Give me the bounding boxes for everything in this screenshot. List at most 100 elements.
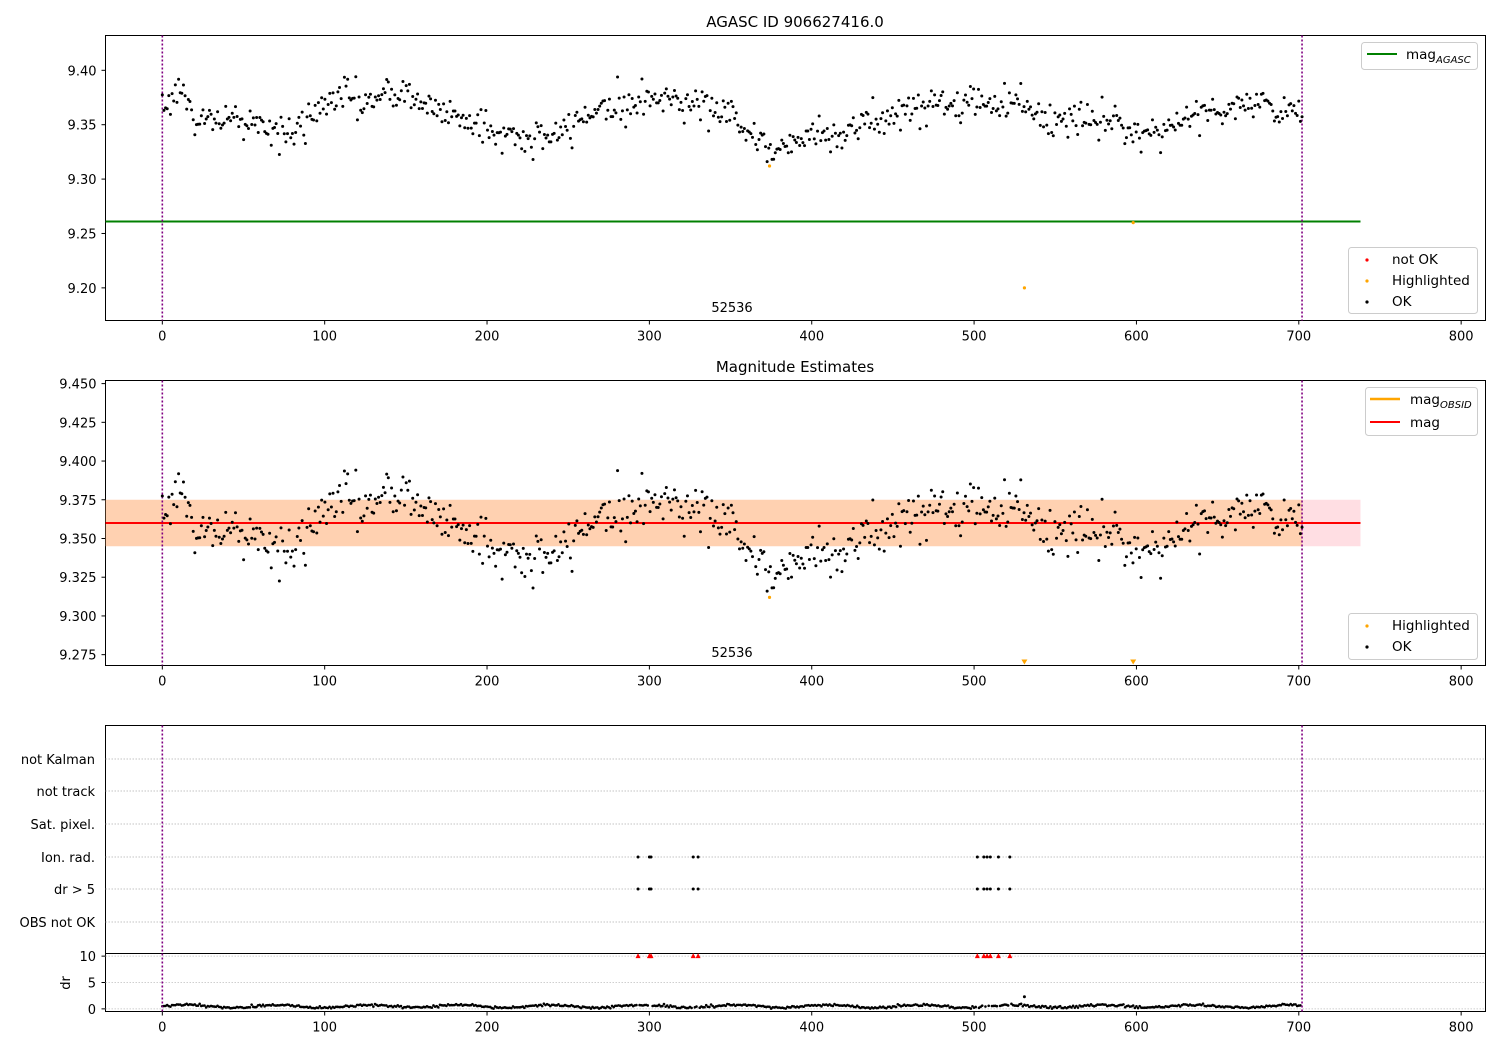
ok-point bbox=[1202, 509, 1206, 513]
ok-point bbox=[562, 530, 566, 534]
ok-point bbox=[326, 508, 330, 512]
ok-point bbox=[474, 534, 478, 538]
ok-point bbox=[1209, 108, 1213, 112]
ok-point bbox=[329, 505, 333, 509]
ok-point bbox=[407, 479, 411, 483]
ok-point bbox=[1240, 501, 1244, 505]
ok-point bbox=[240, 117, 244, 121]
ok-point bbox=[807, 137, 811, 141]
ok-point bbox=[853, 548, 857, 552]
ok-point bbox=[1185, 512, 1189, 516]
ok-point bbox=[663, 492, 667, 496]
ok-point bbox=[175, 100, 179, 104]
panel-1-x-ticks: 0 100 200 300 400 500 600 700 800 bbox=[158, 320, 1474, 345]
ok-point bbox=[468, 524, 472, 528]
ok-point bbox=[544, 136, 548, 140]
ok-point bbox=[781, 142, 785, 146]
ok-point bbox=[185, 514, 189, 518]
ok-point bbox=[1246, 107, 1250, 111]
dr-point bbox=[540, 1004, 544, 1008]
ok-point bbox=[372, 105, 376, 109]
ok-point bbox=[806, 546, 810, 550]
flags-plot-area bbox=[101, 725, 1486, 1012]
flag-point bbox=[696, 855, 700, 859]
dr-point bbox=[318, 1004, 322, 1008]
ok-point bbox=[1085, 508, 1089, 512]
x-tick-label: 200 bbox=[475, 675, 500, 690]
ok-point bbox=[650, 94, 654, 98]
ok-point bbox=[921, 100, 925, 104]
ok-point bbox=[733, 117, 737, 121]
dr-ytick-label: 10 bbox=[79, 950, 96, 965]
ok-point bbox=[671, 497, 675, 501]
ok-point bbox=[751, 555, 755, 559]
ok-point bbox=[871, 498, 875, 502]
dr-point bbox=[370, 1003, 374, 1006]
ok-point bbox=[1035, 110, 1039, 114]
ok-point bbox=[622, 95, 626, 99]
ok-point bbox=[1048, 103, 1052, 107]
ok-point bbox=[980, 94, 984, 98]
ok-point bbox=[1269, 103, 1273, 107]
ok-point bbox=[207, 108, 211, 112]
ok-point bbox=[664, 485, 668, 489]
ok-point bbox=[1022, 105, 1026, 109]
ok-point bbox=[512, 127, 516, 131]
ok-point bbox=[1277, 533, 1281, 537]
ok-point bbox=[687, 105, 691, 109]
ok-point bbox=[806, 129, 810, 133]
ok-point bbox=[939, 94, 943, 98]
ok-point bbox=[417, 107, 421, 111]
ok-point bbox=[1279, 518, 1283, 522]
ok-point bbox=[580, 117, 584, 121]
ok-point bbox=[308, 114, 312, 118]
ok-point bbox=[525, 134, 529, 138]
ok-point bbox=[282, 132, 286, 136]
ok-point bbox=[459, 116, 463, 120]
ok-point bbox=[368, 493, 372, 497]
ok-point bbox=[339, 499, 343, 503]
ok-point bbox=[580, 528, 584, 532]
ok-point bbox=[793, 558, 797, 562]
ok-point bbox=[1279, 110, 1283, 114]
ok-point bbox=[741, 130, 745, 134]
ok-point bbox=[409, 512, 413, 516]
ok-point bbox=[923, 513, 927, 517]
ok-point bbox=[1137, 556, 1141, 560]
ok-point bbox=[383, 491, 387, 495]
ok-point bbox=[853, 131, 857, 135]
x-tick-label: 400 bbox=[799, 1021, 824, 1036]
ok-point bbox=[289, 136, 293, 140]
ok-point bbox=[759, 131, 763, 135]
ok-point bbox=[313, 103, 317, 107]
dr-point bbox=[437, 1006, 440, 1009]
ok-point bbox=[531, 586, 535, 590]
ok-point bbox=[965, 505, 969, 509]
ok-point bbox=[575, 110, 579, 114]
ok-point bbox=[180, 492, 184, 496]
ok-point bbox=[292, 142, 296, 146]
ok-point bbox=[542, 132, 546, 136]
flag-row-label: Sat. pixel. bbox=[31, 818, 95, 833]
ok-point bbox=[253, 537, 257, 541]
ok-point bbox=[666, 94, 670, 98]
ok-point bbox=[646, 490, 650, 494]
ok-point bbox=[255, 115, 259, 119]
ok-point bbox=[1092, 118, 1096, 122]
ok-point bbox=[211, 544, 215, 548]
ok-point bbox=[1001, 105, 1005, 109]
ok-point bbox=[199, 114, 203, 118]
ok-point bbox=[573, 113, 577, 117]
ok-point bbox=[235, 525, 239, 529]
ok-point bbox=[1137, 136, 1141, 140]
flag-point bbox=[691, 887, 695, 891]
ok-point bbox=[338, 484, 342, 488]
ok-point bbox=[518, 136, 522, 140]
ok-point bbox=[1012, 101, 1016, 105]
ok-point bbox=[1227, 508, 1231, 512]
ok-point bbox=[1024, 518, 1028, 522]
ok-point bbox=[829, 150, 833, 154]
ok-point bbox=[640, 471, 644, 475]
ok-point bbox=[1261, 492, 1265, 496]
ok-point bbox=[419, 504, 423, 508]
